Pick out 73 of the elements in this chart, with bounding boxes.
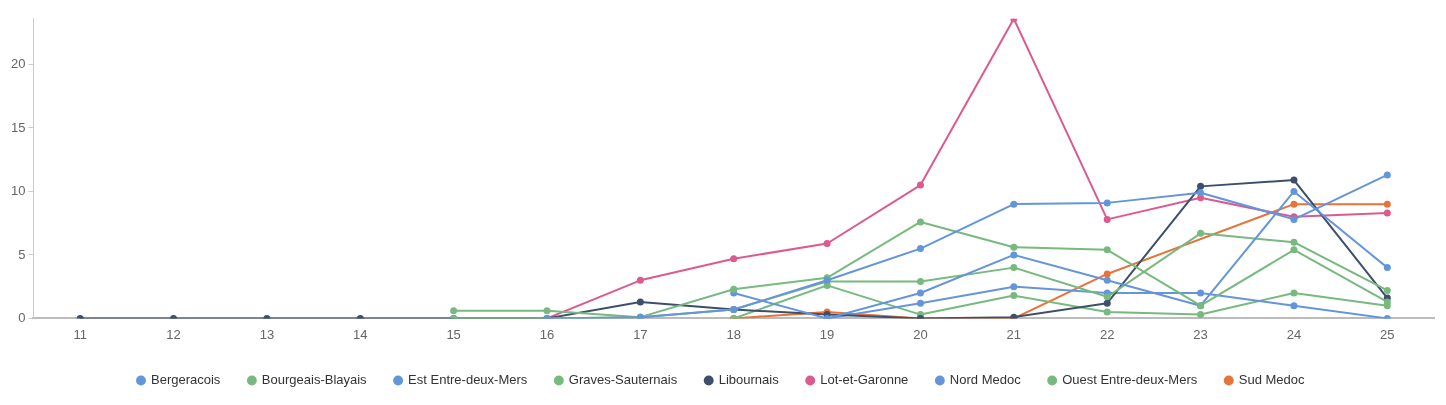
point xyxy=(1103,199,1111,207)
point xyxy=(1197,182,1205,190)
point xyxy=(916,299,924,307)
point xyxy=(1383,209,1391,217)
x-tick-label: 25 xyxy=(1380,326,1395,342)
point xyxy=(916,278,924,286)
point xyxy=(1290,246,1298,254)
point xyxy=(1010,283,1018,291)
point xyxy=(1103,246,1111,254)
point xyxy=(1103,276,1111,284)
point xyxy=(1383,171,1391,179)
point xyxy=(1290,200,1298,208)
point xyxy=(1103,299,1111,307)
point xyxy=(450,307,458,315)
x-tick-label: 17 xyxy=(633,326,648,342)
x-tick-label: 22 xyxy=(1099,326,1115,342)
point xyxy=(543,307,551,315)
x-tick-label: 21 xyxy=(1006,326,1022,342)
legend-label: Est Entre-deux-Mers xyxy=(408,372,528,388)
point xyxy=(1103,308,1111,316)
x-tick-label: 23 xyxy=(1193,326,1208,342)
point xyxy=(1010,264,1018,272)
legend-label: Ouest Entre-deux-Mers xyxy=(1062,372,1198,388)
y-tick-label: 10 xyxy=(10,183,26,199)
point xyxy=(916,181,924,189)
x-tick-label: 12 xyxy=(166,326,181,342)
x-tick-label: 11 xyxy=(73,326,87,342)
point xyxy=(1103,215,1111,223)
x-tick-label: 15 xyxy=(446,326,461,342)
x-tick-label: 16 xyxy=(539,326,555,342)
point xyxy=(1010,292,1018,300)
legend-label: Lot-et-Garonne xyxy=(820,372,909,388)
point xyxy=(916,218,924,226)
x-tick-label: 18 xyxy=(726,326,741,342)
legend-label: Libournais xyxy=(718,372,780,388)
point xyxy=(1197,189,1205,197)
point xyxy=(1103,293,1111,301)
legend-label: Bergeracois xyxy=(150,372,221,388)
point xyxy=(1010,243,1018,251)
x-tick-label: 24 xyxy=(1286,326,1302,342)
point xyxy=(636,276,644,284)
point xyxy=(1383,264,1391,272)
legend-label: Sud Medoc xyxy=(1238,372,1306,388)
x-tick-label: 20 xyxy=(913,326,928,342)
x-tick-label: 14 xyxy=(353,326,368,342)
point xyxy=(1383,200,1391,208)
legend-label: Nord Medoc xyxy=(949,372,1022,388)
point xyxy=(1197,289,1205,297)
x-tick-label: 13 xyxy=(259,326,275,342)
y-tick-label: 0 xyxy=(18,309,26,325)
point xyxy=(1197,311,1205,319)
point xyxy=(916,245,924,253)
point xyxy=(1010,251,1018,259)
legend-label: Bourgeais-Blayais xyxy=(261,372,368,388)
point xyxy=(1383,286,1391,294)
point xyxy=(1290,176,1298,184)
point xyxy=(730,285,738,293)
point xyxy=(636,298,644,306)
point xyxy=(1197,229,1205,237)
legend-label: Graves-Sauternais xyxy=(568,372,678,388)
point xyxy=(1010,200,1018,208)
point xyxy=(1290,289,1298,297)
point xyxy=(1290,187,1298,195)
x-tick-label: 19 xyxy=(819,326,835,342)
point xyxy=(916,289,924,297)
y-tick-label: 5 xyxy=(18,246,26,262)
y-tick-label: 20 xyxy=(10,56,26,72)
point xyxy=(730,255,738,263)
point xyxy=(823,240,831,247)
point xyxy=(1290,302,1298,310)
y-tick-label: 15 xyxy=(10,119,26,135)
point xyxy=(1103,270,1111,278)
point xyxy=(1290,238,1298,246)
